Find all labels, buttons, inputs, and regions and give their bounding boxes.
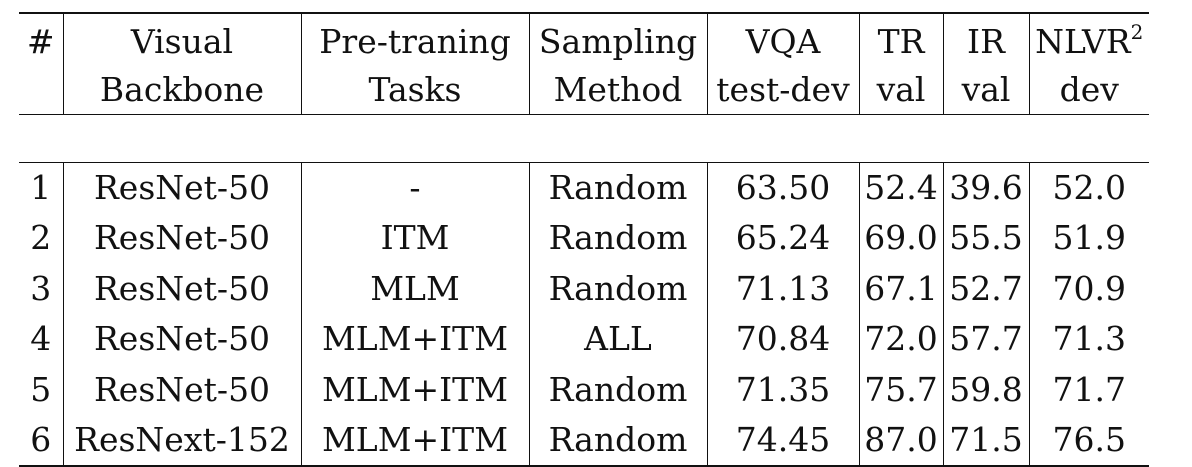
table-row: 4 ResNet-50 MLM+ITM ALL 70.84 72.0 57.7 … [19,314,1149,365]
row-index: 3 [30,268,52,308]
cell-tr: 67.1 [858,263,943,314]
header-pretraining: Pre-traning [300,13,529,66]
cell-sampling: Random [528,162,707,213]
cell-nlvr: 71.7 [1028,364,1149,415]
header-backbone: Backbone [62,66,301,115]
cell-sampling: Random [528,263,707,314]
cell-tasks: MLM [300,263,529,314]
cell-nlvr: 52.0 [1028,162,1149,213]
table-body: 1 ResNet-50 - Random 63.50 52.4 39.6 52.… [19,162,1149,466]
cell-nlvr: 71.3 [1028,314,1149,365]
cell-vqa: 71.13 [706,263,859,314]
header-nlvr: NLVR2 [1028,13,1149,66]
cell-sampling: ALL [528,314,707,365]
cell-ir: 55.5 [942,213,1029,264]
header-nlvr-superscript: 2 [1130,20,1144,44]
cell-backbone: ResNet-50 [62,162,301,213]
cell-tr: 69.0 [858,213,943,264]
table-row: 2 ResNet-50 ITM Random 65.24 69.0 55.5 5… [19,213,1149,264]
cell-backbone: ResNext-152 [62,415,301,466]
header-tr: TR [858,13,943,66]
header-tasks: Tasks [300,66,529,115]
cell-ir: 57.7 [942,314,1029,365]
header-row-2: Backbone Tasks Method test-dev val val d… [19,66,1149,115]
cell-ir: 39.6 [942,162,1029,213]
cell-tasks: ITM [300,213,529,264]
header-nlvr-dev: dev [1028,66,1149,115]
header-nlvr-label: NLVR [1035,22,1131,61]
row-index: 2 [30,218,52,258]
cell-sampling: Random [528,415,707,466]
table-header: # Visual Pre-traning Sampling VQA TR IR … [19,13,1149,163]
header-vqa: VQA [706,13,859,66]
cell-vqa: 63.50 [706,162,859,213]
header-sampling: Sampling [528,13,707,66]
row-index: 6 [30,420,52,459]
table-row: 1 ResNet-50 - Random 63.50 52.4 39.6 52.… [19,162,1149,213]
ablation-table: # Visual Pre-traning Sampling VQA TR IR … [19,12,1149,467]
results-table: # Visual Pre-traning Sampling VQA TR IR … [19,12,1149,467]
table-row: 6 ResNext-152 MLM+ITM Random 74.45 87.0 … [19,415,1149,466]
row-index: 4 [30,319,52,359]
cell-ir: 52.7 [942,263,1029,314]
cell-tasks: MLM+ITM [300,364,529,415]
header-index: # [26,22,55,61]
cell-nlvr: 70.9 [1028,263,1149,314]
cell-sampling: Random [528,213,707,264]
row-index: 5 [30,369,52,409]
cell-tr: 87.0 [858,415,943,466]
header-double-rule [19,114,1149,163]
header-ir: IR [942,13,1029,66]
header-index-sub [19,66,63,115]
cell-backbone: ResNet-50 [62,213,301,264]
cell-tr: 75.7 [858,364,943,415]
cell-tr: 72.0 [858,314,943,365]
cell-tasks: - [300,162,529,213]
cell-nlvr: 51.9 [1028,213,1149,264]
cell-vqa: 70.84 [706,314,859,365]
cell-tr: 52.4 [858,162,943,213]
table-row: 3 ResNet-50 MLM Random 71.13 67.1 52.7 7… [19,263,1149,314]
header-testdev: test-dev [706,66,859,115]
cell-vqa: 74.45 [706,415,859,466]
cell-backbone: ResNet-50 [62,314,301,365]
cell-ir: 59.8 [942,364,1029,415]
cell-ir: 71.5 [942,415,1029,466]
cell-sampling: Random [528,364,707,415]
cell-vqa: 71.35 [706,364,859,415]
cell-vqa: 65.24 [706,213,859,264]
header-method: Method [528,66,707,115]
header-ir-val: val [942,66,1029,115]
row-index: 1 [30,168,52,207]
header-visual: Visual [62,13,301,66]
cell-backbone: ResNet-50 [62,364,301,415]
header-row-1: # Visual Pre-traning Sampling VQA TR IR … [19,13,1149,66]
cell-nlvr: 76.5 [1028,415,1149,466]
cell-tasks: MLM+ITM [300,415,529,466]
table-row: 5 ResNet-50 MLM+ITM Random 71.35 75.7 59… [19,364,1149,415]
cell-tasks: MLM+ITM [300,314,529,365]
cell-backbone: ResNet-50 [62,263,301,314]
header-tr-val: val [858,66,943,115]
